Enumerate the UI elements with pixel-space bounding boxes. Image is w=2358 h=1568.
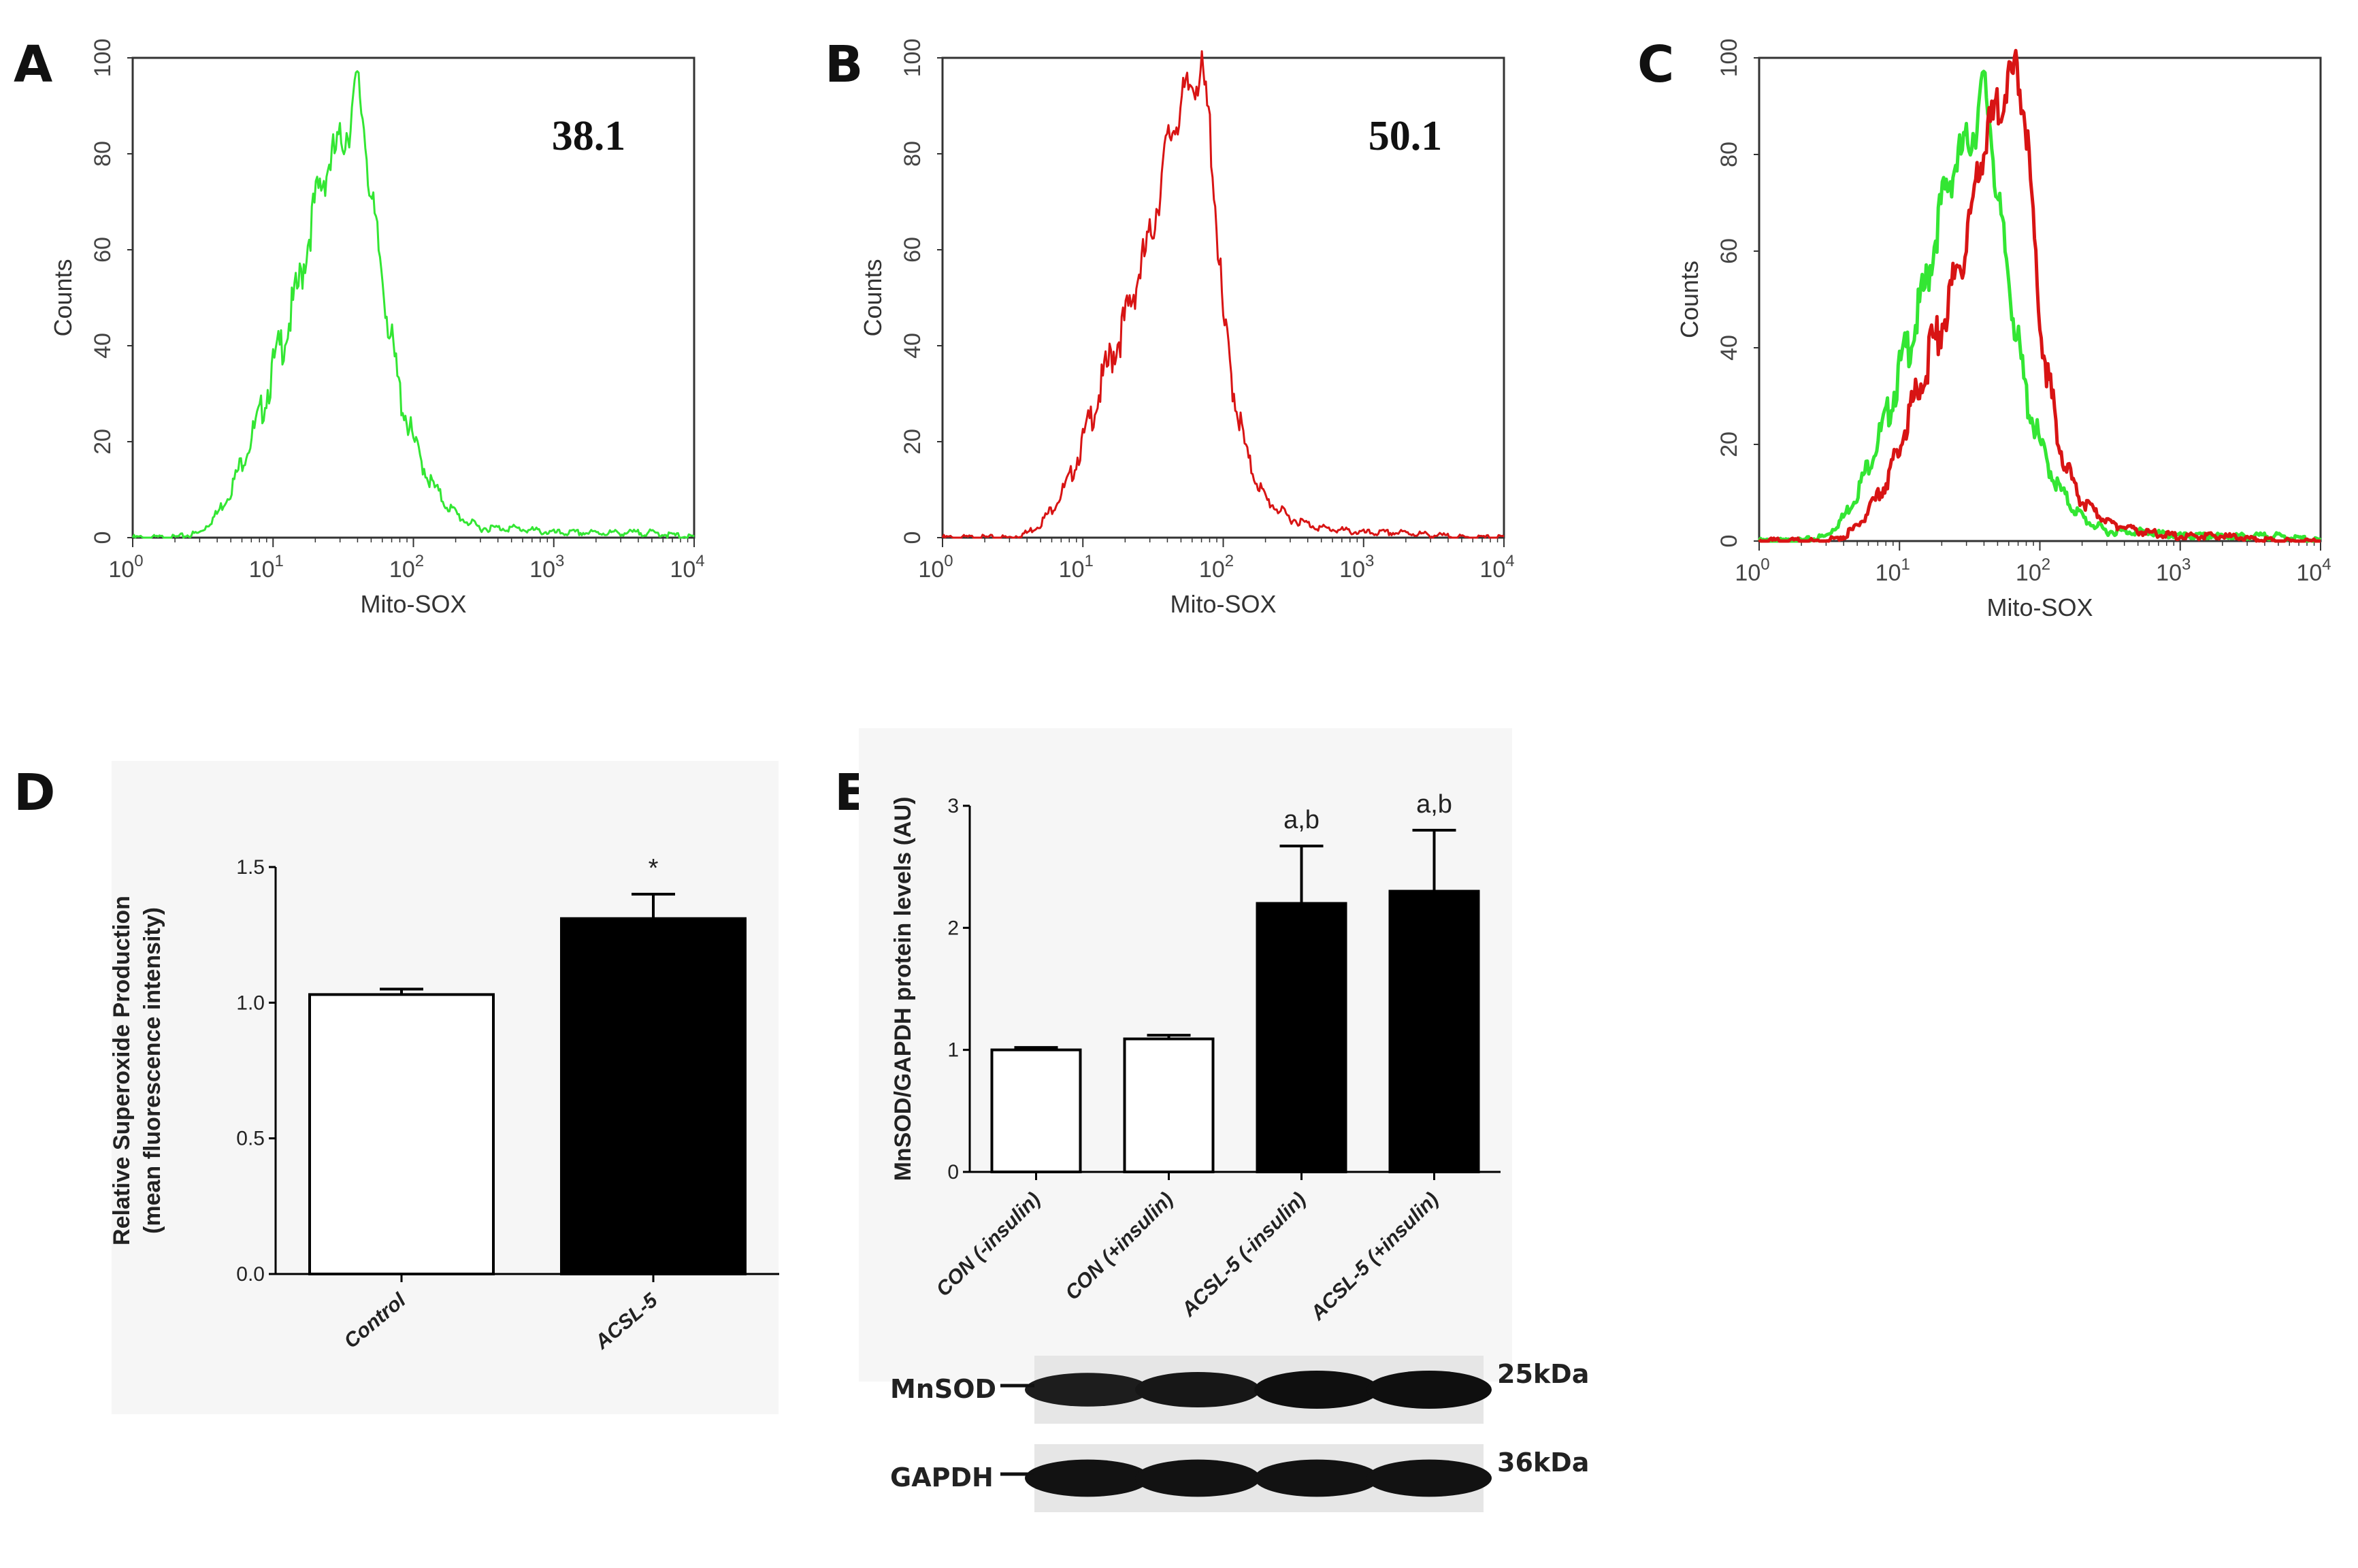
x-tick-exponent: 0: [944, 552, 953, 570]
western-blot: MnSOD 25kDa GAPDH 36kDa: [890, 1356, 1589, 1512]
significance-label: a,b: [1416, 790, 1452, 819]
y-axis-label: Counts: [49, 259, 77, 336]
y-tick-label: 0: [900, 532, 926, 544]
blot-band: [1254, 1371, 1379, 1409]
bar-2: [1123, 1037, 1215, 1173]
series-line-green: [131, 70, 695, 539]
x-tick-exponent: 2: [415, 552, 424, 570]
y-tick-label: 80: [1716, 142, 1742, 167]
blot-band: [1135, 1371, 1260, 1408]
x-tick-exponent: 1: [1084, 552, 1093, 570]
x-tick-label: 102: [1199, 552, 1234, 583]
x-tick-exponent: 1: [1901, 555, 1910, 574]
y-tick-label: 100: [900, 39, 926, 78]
x-tick-exponent: 3: [555, 552, 564, 570]
y-tick-label: 1.0: [236, 992, 265, 1014]
x-tick-exponent: 4: [2322, 555, 2331, 574]
y-tick-label: 1: [947, 1039, 959, 1062]
x-tick-label: 103: [2156, 555, 2191, 586]
y-tick-label: 0: [90, 532, 116, 544]
y-axis-label: Relative Superoxide Production: [109, 896, 135, 1245]
y-tick-label: 40: [900, 333, 926, 359]
blot-band: [1135, 1459, 1260, 1497]
y-tick-label: 20: [900, 429, 926, 455]
x-tick-exponent: 1: [274, 552, 283, 570]
bar-2: [560, 917, 747, 1276]
x-tick-exponent: 4: [695, 552, 704, 570]
y-tick-label: 80: [900, 141, 926, 167]
y-tick-label: 100: [1716, 39, 1742, 78]
y-axis-label: Counts: [1675, 261, 1703, 338]
blot-band: [1025, 1373, 1150, 1407]
panel-label-a: A: [14, 35, 52, 94]
y-tick-label: 0: [1716, 535, 1742, 548]
blot-row-label: MnSOD: [890, 1374, 996, 1404]
series-line-red: [941, 50, 1505, 539]
y-tick-label: 20: [90, 429, 116, 455]
y-tick-label: 0.5: [236, 1128, 265, 1150]
y-axis-label: MnSOD/GAPDH protein levels (AU): [890, 797, 916, 1181]
y-tick-label: 0: [947, 1161, 959, 1183]
x-tick-exponent: 2: [1225, 552, 1234, 570]
panel-label-c: C: [1637, 35, 1674, 94]
mean-value-annotation: 50.1: [1369, 113, 1443, 159]
blot-band: [1025, 1459, 1150, 1497]
blot-band: [1366, 1459, 1492, 1497]
panel-label-d: D: [14, 764, 55, 822]
significance-label: a,b: [1283, 806, 1320, 834]
y-tick-label: 60: [1716, 238, 1742, 264]
y-tick-label: 100: [90, 39, 116, 78]
blot-band: [1254, 1459, 1379, 1497]
x-axis-label: Mito-SOX: [1986, 593, 2093, 621]
blot-row-label: GAPDH: [890, 1463, 994, 1492]
blot-size-label: 25kDa: [1497, 1359, 1589, 1389]
y-tick-label: 40: [1716, 335, 1742, 361]
y-tick-label: 80: [90, 141, 116, 167]
mean-value-annotation: 38.1: [552, 113, 626, 159]
y-axis-label: Counts: [859, 259, 887, 336]
y-tick-label: 2: [947, 917, 959, 939]
y-tick-label: 3: [947, 795, 959, 817]
x-tick-exponent: 2: [2042, 555, 2050, 574]
x-tick-exponent: 0: [1761, 555, 1769, 574]
bar-3: [1256, 902, 1347, 1173]
y-tick-label: 20: [1716, 431, 1742, 457]
y-axis-label-line2: (mean fluorescence intensity): [140, 907, 165, 1234]
x-tick-label: 104: [1479, 552, 1514, 583]
blot-band: [1366, 1371, 1492, 1409]
bar-1: [990, 1048, 1082, 1173]
y-tick-label: 60: [900, 237, 926, 263]
blot-size-label: 36kDa: [1497, 1448, 1589, 1477]
series-line-red: [1758, 48, 2321, 543]
x-tick-exponent: 0: [134, 552, 143, 570]
y-tick-label: 60: [90, 237, 116, 263]
bar-4: [1388, 889, 1480, 1173]
x-tick-exponent: 3: [2182, 555, 2191, 574]
y-tick-label: 40: [90, 333, 116, 359]
x-tick-exponent: 3: [1365, 552, 1374, 570]
y-tick-label: 1.5: [236, 856, 265, 879]
y-tick-label: 0.0: [236, 1263, 265, 1286]
x-tick-label: 104: [670, 552, 704, 583]
x-tick-exponent: 4: [1505, 552, 1514, 570]
panel-label-b: B: [825, 35, 863, 94]
bar-1: [308, 993, 495, 1275]
x-axis-label: Mito-SOX: [360, 590, 466, 618]
significance-label: *: [649, 854, 659, 883]
x-axis-label: Mito-SOX: [1170, 590, 1276, 618]
